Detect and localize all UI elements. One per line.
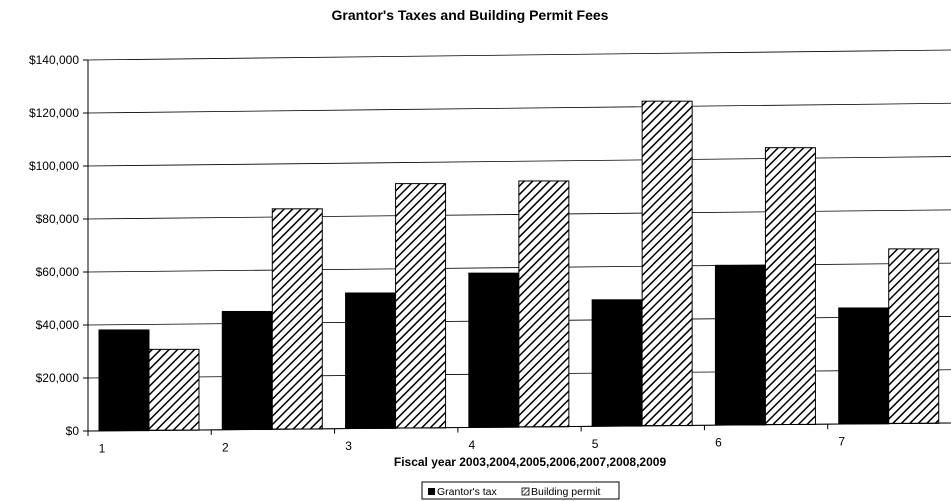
y-axis-ticks: $0 $20,000 $40,000 $60,000 $80,000 $100,000 $1… [29,53,88,438]
legend-label-grantors-tax: Grantor's tax [437,486,498,498]
y-tick-label: $0 [66,424,80,438]
x-axis-ticks: 1 2 3 4 5 6 7 [87,424,845,455]
legend-swatch-building-permit [521,487,530,496]
bar-grantors-tax [221,310,273,431]
y-tick-label: $120,000 [29,106,79,120]
bar-building-permit [395,183,447,429]
bar-building-permit [148,348,200,431]
y-tick-label: $40,000 [36,318,80,332]
bar-building-permit [518,180,570,428]
bar-grantors-tax [591,299,643,427]
bar-building-permit [271,208,323,430]
grid-line [87,49,951,61]
y-tick-label: $60,000 [36,265,80,279]
grid-line [87,102,951,114]
bar-grantors-tax [98,329,150,432]
bar-grantors-tax [838,307,890,425]
x-tick-label: 2 [222,440,229,454]
chart-title: Grantor's Taxes and Building Permit Fees [332,7,609,23]
legend: Grantor's tax Building permit [421,481,620,500]
bar-grantors-tax [468,272,520,428]
x-tick-label: 3 [345,439,352,453]
bars [98,100,940,432]
bar-building-permit [888,248,940,424]
legend-label-building-permit: Building permit [531,486,601,498]
legend-box [421,481,620,500]
x-tick-label: 7 [838,435,845,449]
y-tick-label: $80,000 [36,212,80,226]
bar-grantors-tax [714,264,766,426]
bar-building-permit [641,100,693,427]
x-axis-label: Fiscal year 2003,2004,2005,2006,2007,200… [394,455,667,469]
x-tick-label: 1 [99,441,106,455]
bar-building-permit [764,147,816,425]
y-tick-label: $100,000 [29,159,79,173]
x-tick-label: 5 [592,437,599,451]
x-tick-label: 4 [469,438,476,452]
legend-swatch-grantors-tax [428,488,435,495]
x-axis-line [87,422,951,432]
x-tick-label: 6 [715,436,722,450]
y-tick-label: $20,000 [36,371,80,385]
y-tick-label: $140,000 [29,53,79,67]
grid-line [87,156,951,167]
bar-grantors-tax [345,292,397,429]
